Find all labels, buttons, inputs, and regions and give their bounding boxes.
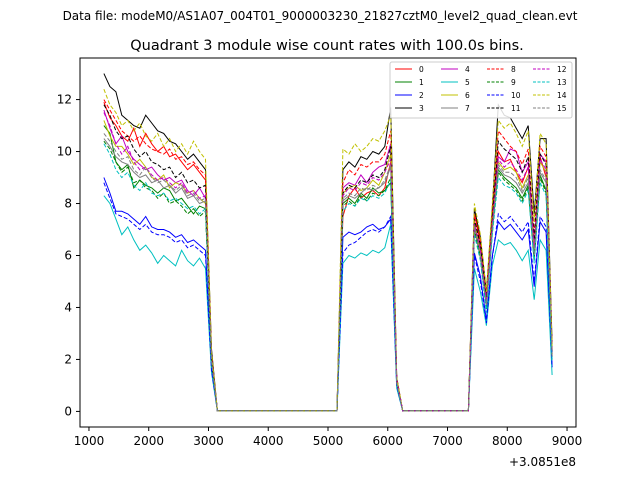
x-tick-label: 4000 (253, 434, 284, 448)
legend-label-4: 4 (465, 65, 470, 74)
legend-label-15: 15 (557, 104, 567, 113)
x-tick-label: 3000 (193, 434, 224, 448)
x-tick-label: 9000 (552, 434, 583, 448)
x-tick-label: 1000 (74, 434, 105, 448)
y-axis: 0 2 4 6 8 10 12 (57, 93, 80, 418)
x-tick-label: 7000 (432, 434, 463, 448)
legend-label-9: 9 (511, 78, 516, 87)
series-line-8 (103, 99, 553, 412)
series-line-1 (103, 125, 553, 412)
legend-label-7: 7 (465, 104, 470, 113)
series-line-14 (103, 89, 553, 412)
x-tick-label: 8000 (492, 434, 523, 448)
series-line-7 (103, 138, 553, 412)
x-axis: 1000 2000 3000 4000 5000 6000 7000 8000 9000 (74, 427, 583, 448)
y-tick-label: 2 (64, 352, 72, 366)
y-tick-label: 10 (57, 145, 72, 159)
legend-label-2: 2 (419, 91, 424, 100)
x-tick-label: 6000 (372, 434, 403, 448)
y-tick-label: 4 (64, 300, 72, 314)
chart-title: Quadrant 3 module wise count rates with … (130, 38, 524, 54)
legend-label-0: 0 (419, 65, 424, 74)
series-line-13 (103, 143, 553, 412)
y-tick-label: 8 (64, 197, 72, 211)
legend-label-11: 11 (511, 104, 521, 113)
figure-suptitle: Data file: modeM0/AS1A07_004T01_90000032… (63, 9, 578, 23)
legend-label-3: 3 (419, 104, 424, 113)
legend-label-1: 1 (419, 78, 424, 87)
series-line-5 (103, 195, 553, 412)
series-line-2 (103, 177, 553, 412)
x-tick-label: 2000 (133, 434, 164, 448)
legend-label-10: 10 (511, 91, 521, 100)
y-tick-label: 0 (64, 404, 72, 418)
legend-label-5: 5 (465, 78, 470, 87)
legend-label-8: 8 (511, 65, 516, 74)
legend-box (389, 61, 573, 119)
series-line-10 (103, 182, 553, 412)
legend-label-14: 14 (557, 91, 567, 100)
legend-label-13: 13 (557, 78, 567, 87)
x-axis-offset-label: +3.0851e8 (509, 455, 576, 469)
y-tick-label: 12 (57, 93, 72, 107)
series-line-15 (103, 133, 553, 412)
legend-label-6: 6 (465, 91, 470, 100)
plot-area (103, 73, 553, 412)
legend-label-12: 12 (557, 65, 567, 74)
series-line-11 (103, 104, 553, 412)
x-tick-label: 5000 (313, 434, 344, 448)
y-tick-label: 6 (64, 248, 72, 262)
